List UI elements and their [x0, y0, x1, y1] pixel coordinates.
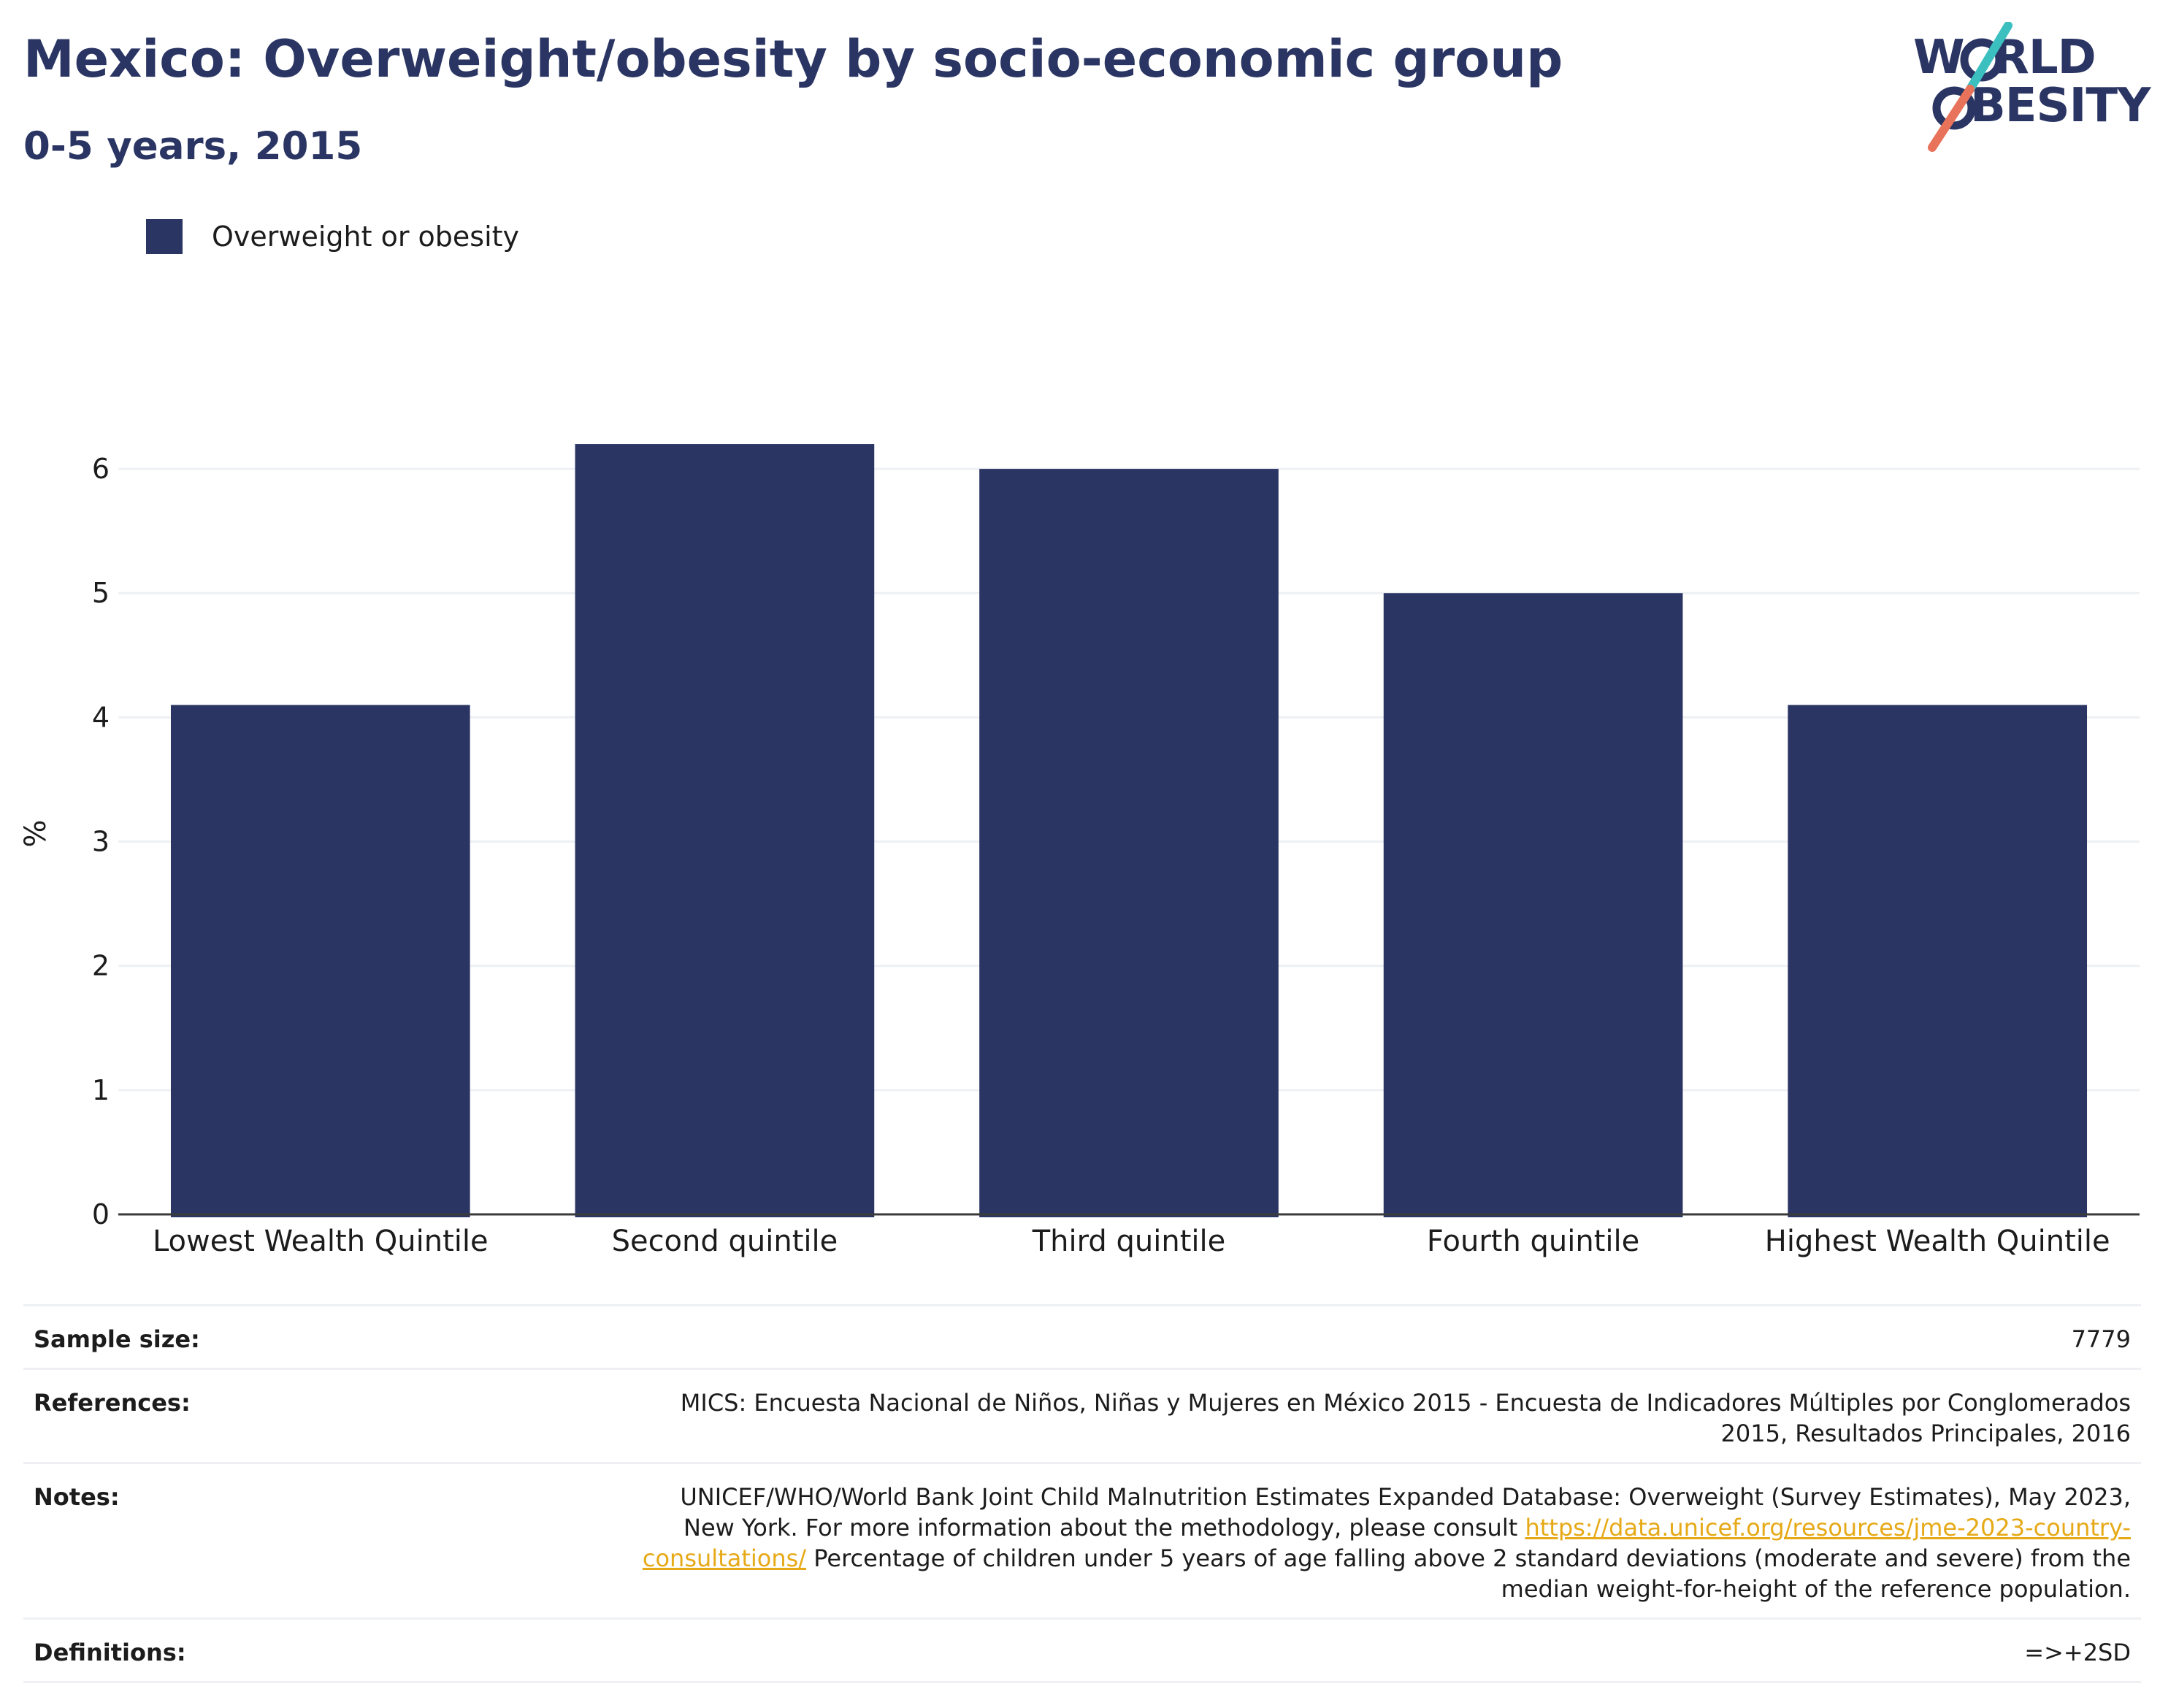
chart-subtitle: 0-5 years, 2015 [23, 124, 363, 169]
bar-chart: Overweight or obesity 0 1 2 3 4 5 6 Lowest Weal… [19, 219, 2140, 1258]
bar-5 [1788, 705, 2088, 1217]
definitions-label: Definitions: [34, 1639, 186, 1666]
logo-slash-icon [1928, 22, 2012, 152]
y-tick-label: 4 [92, 701, 110, 733]
world-obesity-logo: W​RLD ​BESITY [1906, 22, 2151, 153]
logo-line-1-rest: RLD [1993, 31, 2096, 85]
y-tick-label: 0 [92, 1198, 110, 1230]
logo-line-1-w: W [1913, 31, 1965, 85]
bar-1 [170, 705, 470, 1217]
bar-4 [1383, 593, 1683, 1217]
bar-3 [979, 469, 1279, 1217]
info-table: Sample size: 7779 References: MICS: Encu… [23, 1304, 2141, 1683]
x-tick-label: Lowest Wealth Quintile [153, 1225, 489, 1258]
y-axis-label: % [19, 819, 53, 847]
logo-line-2: ​BESITY [1938, 79, 2151, 133]
notes-text-2: Percentage of children under 5 years of … [806, 1544, 2131, 1603]
notes-link[interactable]: https://data.unicef.org/resources/jme-20… [642, 1514, 2131, 1572]
info-row-notes: Notes: UNICEF/WHO/World Bank Joint Child… [23, 1464, 2141, 1620]
logo-line-1: W​RLD [1913, 31, 2096, 85]
definitions-value: =>+2SD [2024, 1639, 2131, 1666]
notes-value: UNICEF/WHO/World Bank Joint Child Malnut… [634, 1482, 2131, 1604]
chart-title: Mexico: Overweight/obesity by socio-econ… [23, 29, 1563, 89]
x-tick-label: Second quintile [612, 1225, 838, 1258]
x-tick-label: Highest Wealth Quintile [1765, 1225, 2110, 1258]
notes-text-1: UNICEF/WHO/World Bank Joint Child Malnut… [680, 1483, 2131, 1542]
sample-size-value: 7779 [2071, 1325, 2131, 1353]
y-tick-label: 5 [92, 577, 110, 609]
logo-o-1: ​ [1964, 31, 1994, 85]
x-tick-label: Fourth quintile [1427, 1225, 1639, 1258]
logo-slash-top [1966, 22, 2012, 93]
axes: 0 1 2 3 4 5 6 Lowest Wealth Quintile Second quin… [92, 453, 2140, 1258]
info-row-definitions: Definitions: =>+2SD [23, 1620, 2141, 1683]
y-tick-label: 2 [92, 950, 110, 982]
info-row-references: References: MICS: Encuesta Nacional de N… [23, 1370, 2141, 1464]
info-row-sample-size: Sample size: 7779 [23, 1306, 2141, 1370]
legend: Overweight or obesity [146, 219, 519, 254]
references-label: References: [34, 1389, 191, 1417]
logo-line-2-rest: BESITY [1970, 79, 2151, 133]
notes-label: Notes: [34, 1483, 120, 1511]
y-tick-label: 6 [92, 453, 110, 485]
x-tick-label: Third quintile [1032, 1225, 1225, 1258]
y-tick-label: 3 [92, 826, 110, 858]
bar-2 [575, 444, 875, 1218]
logo-ring-2 [1932, 86, 1976, 130]
y-tick-label: 1 [92, 1074, 110, 1106]
bars [170, 444, 2088, 1218]
references-value: MICS: Encuesta Nacional de Niños, Niñas … [680, 1389, 2131, 1447]
legend-label: Overweight or obesity [212, 221, 519, 253]
sample-size-label: Sample size: [34, 1325, 200, 1353]
logo-slash-bottom [1928, 85, 1975, 152]
legend-swatch [146, 219, 183, 254]
